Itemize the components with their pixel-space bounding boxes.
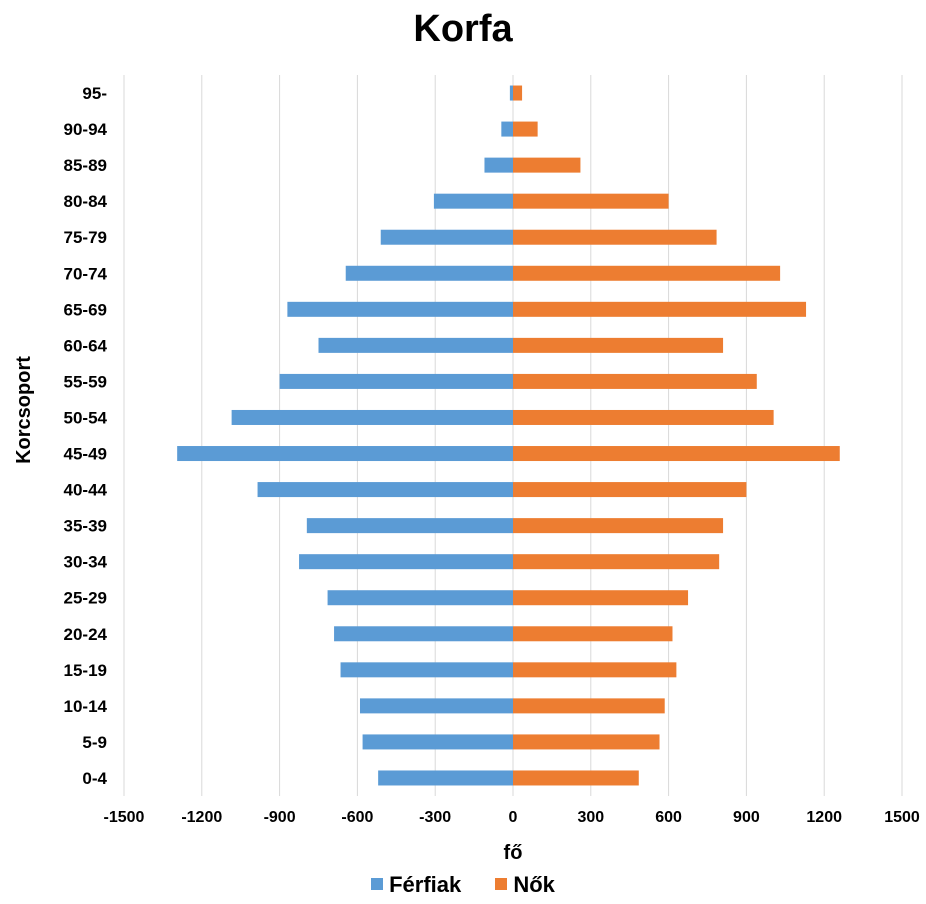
y-tick-label: 0-4 bbox=[82, 769, 107, 788]
bar-nok bbox=[513, 157, 581, 173]
y-tick-label: 95- bbox=[82, 84, 107, 103]
bar-ferfiak bbox=[177, 446, 513, 462]
bar-nok bbox=[513, 85, 523, 101]
y-tick-label: 70-74 bbox=[64, 264, 108, 283]
bar-ferfiak bbox=[299, 554, 513, 570]
bar-ferfiak bbox=[380, 229, 513, 245]
legend-item-ferfiak: Férfiak bbox=[371, 872, 461, 898]
bar-nok bbox=[513, 373, 757, 389]
legend-label-ferfiak: Férfiak bbox=[389, 872, 462, 897]
y-tick-label: 30-34 bbox=[64, 553, 108, 572]
legend-swatch-ferfiak bbox=[371, 878, 384, 891]
bar-nok bbox=[513, 193, 669, 209]
y-tick-label: 5-9 bbox=[82, 733, 107, 752]
x-axis-label: fő bbox=[504, 842, 523, 864]
bar-ferfiak bbox=[334, 626, 513, 642]
x-tick-label: 900 bbox=[733, 809, 760, 826]
y-tick-label: 20-24 bbox=[64, 625, 108, 644]
legend: Férfiak Nők bbox=[0, 872, 926, 898]
bar-ferfiak bbox=[501, 121, 513, 137]
bar-nok bbox=[513, 554, 720, 570]
bars bbox=[177, 85, 840, 786]
bar-nok bbox=[513, 446, 840, 462]
bar-ferfiak bbox=[359, 698, 513, 714]
bar-ferfiak bbox=[345, 265, 513, 281]
bar-ferfiak bbox=[484, 157, 513, 173]
bar-nok bbox=[513, 265, 781, 281]
y-tick-label: 10-14 bbox=[64, 697, 108, 716]
bar-nok bbox=[513, 301, 807, 317]
x-tick-label: -600 bbox=[341, 809, 373, 826]
x-tick-label: -300 bbox=[419, 809, 451, 826]
y-tick-label: 85-89 bbox=[64, 156, 107, 175]
y-tick-label: 35-39 bbox=[64, 517, 107, 536]
bar-nok bbox=[513, 590, 689, 606]
y-tick-label: 80-84 bbox=[64, 192, 108, 211]
bar-ferfiak bbox=[433, 193, 513, 209]
bar-ferfiak bbox=[509, 85, 513, 101]
bar-nok bbox=[513, 518, 724, 534]
x-tick-label: 1500 bbox=[884, 809, 920, 826]
legend-label-nok: Nők bbox=[513, 872, 555, 897]
bar-nok bbox=[513, 734, 660, 750]
bar-ferfiak bbox=[287, 301, 513, 317]
bar-nok bbox=[513, 229, 717, 245]
x-tick-label: -1500 bbox=[104, 809, 145, 826]
gridlines bbox=[123, 75, 903, 796]
x-tick-label: -1200 bbox=[181, 809, 222, 826]
bar-ferfiak bbox=[279, 373, 513, 389]
bar-nok bbox=[513, 698, 665, 714]
y-tick-label: 75-79 bbox=[64, 228, 107, 247]
bar-ferfiak bbox=[340, 662, 513, 678]
bar-nok bbox=[513, 626, 673, 642]
y-tick-label: 65-69 bbox=[64, 300, 107, 319]
y-tick-label: 55-59 bbox=[64, 372, 107, 391]
legend-swatch-nok bbox=[495, 878, 508, 891]
x-tick-label: 300 bbox=[577, 809, 604, 826]
bar-ferfiak bbox=[318, 337, 513, 353]
legend-item-nok: Nők bbox=[495, 872, 555, 898]
y-tick-label: 60-64 bbox=[64, 336, 108, 355]
x-tick-label: 1200 bbox=[806, 809, 842, 826]
bar-nok bbox=[513, 337, 724, 353]
y-tick-label: 15-19 bbox=[64, 661, 107, 680]
x-tick-label: 600 bbox=[655, 809, 682, 826]
x-tick-labels: -1500 -1200 -900 -600 -300 0 300 600 900 1200 1500 bbox=[104, 809, 920, 826]
bar-nok bbox=[513, 770, 639, 786]
bar-ferfiak bbox=[378, 770, 513, 786]
bar-nok bbox=[513, 482, 747, 498]
y-tick-label: 45-49 bbox=[64, 445, 107, 464]
y-tick-label: 90-94 bbox=[64, 120, 108, 139]
y-tick-label: 25-29 bbox=[64, 589, 107, 608]
bar-ferfiak bbox=[231, 409, 513, 425]
y-tick-label: 50-54 bbox=[64, 408, 108, 427]
x-tick-label: 0 bbox=[509, 809, 518, 826]
y-axis-label: Korcsoport bbox=[13, 356, 35, 464]
bar-nok bbox=[513, 121, 538, 137]
bar-nok bbox=[513, 662, 677, 678]
y-tick-labels: 0-4 5-9 10-14 15-19 20-24 25-29 30-34 35-39 40-4… bbox=[64, 84, 108, 788]
chart-title: Korfa bbox=[413, 8, 513, 50]
bar-ferfiak bbox=[327, 590, 513, 606]
x-tick-label: -900 bbox=[264, 809, 296, 826]
bar-nok bbox=[513, 409, 774, 425]
y-tick-label: 40-44 bbox=[64, 481, 108, 500]
bar-ferfiak bbox=[362, 734, 513, 750]
bar-ferfiak bbox=[257, 482, 513, 498]
bar-ferfiak bbox=[306, 518, 513, 534]
